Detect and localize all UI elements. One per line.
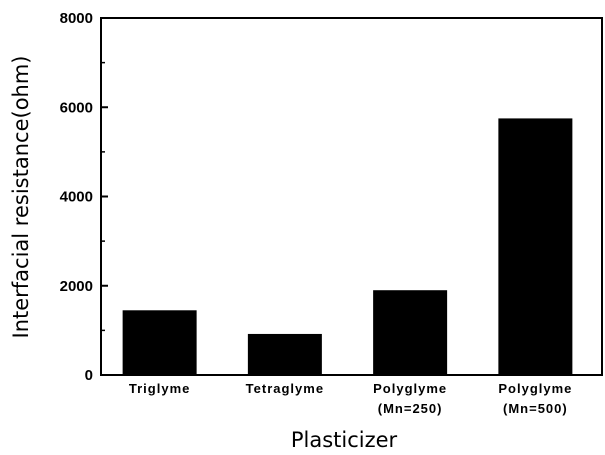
y-axis-ticks: 0 2000 4000 6000 8000 [60, 10, 108, 384]
y-tick-label: 0 [85, 367, 93, 384]
x-tick-label: (Mn=250) [378, 401, 443, 416]
x-axis-tick-labels: Triglyme Tetraglyme Polyglyme (Mn=250) Polyg… [129, 381, 572, 416]
y-tick-label: 2000 [60, 278, 93, 295]
bar [247, 333, 322, 375]
y-axis-title: Interfacial resistance(ohm) [9, 56, 33, 339]
bar [122, 310, 197, 375]
y-tick-label: 8000 [60, 10, 93, 27]
bar [373, 290, 448, 375]
x-tick-label: Tetraglyme [246, 381, 324, 396]
y-tick-label: 6000 [60, 99, 93, 116]
bar [498, 118, 573, 375]
bars [122, 118, 573, 375]
x-tick-label: (Mn=500) [503, 401, 568, 416]
y-tick-label: 4000 [60, 189, 93, 206]
x-tick-label: Polyglyme [373, 381, 447, 396]
x-tick-label: Triglyme [129, 381, 190, 396]
x-axis-title: Plasticizer [291, 428, 398, 452]
x-tick-label: Polyglyme [498, 381, 572, 396]
